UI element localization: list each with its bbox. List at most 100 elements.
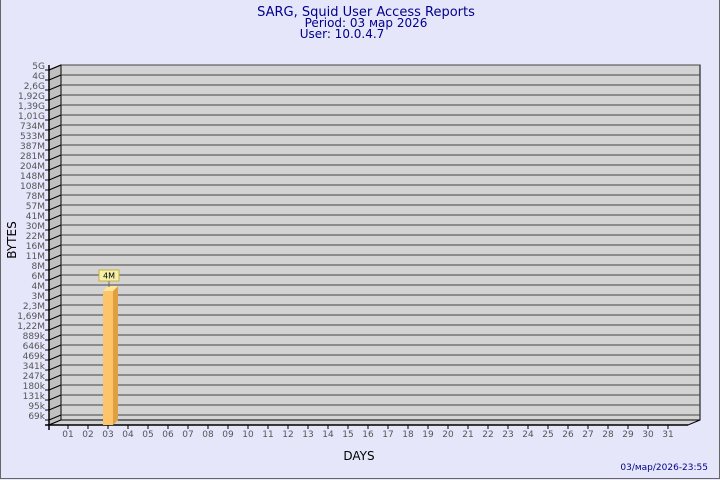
x-tick-label: 01 <box>62 430 73 440</box>
grid-diagonal <box>48 384 62 391</box>
grid-diagonal <box>48 354 62 361</box>
grid-diagonal <box>48 94 62 101</box>
grid-diagonal <box>48 194 62 201</box>
grid-diagonal <box>48 204 62 211</box>
x-tick-label: 23 <box>502 430 513 440</box>
x-tick-label: 06 <box>162 430 174 440</box>
grid-diagonal <box>48 84 62 91</box>
y-tick-label: 1,22M <box>17 322 45 332</box>
y-tick-label: 889k <box>23 332 46 342</box>
x-tick-label: 20 <box>442 430 454 440</box>
grid-diagonal <box>48 124 62 131</box>
grid-diagonal <box>48 164 62 171</box>
y-tick-label: 2,6G <box>24 82 45 92</box>
grid-diagonal <box>48 414 62 421</box>
y-tick-label: 16M <box>26 242 45 252</box>
y-tick-label: 95k <box>28 402 45 412</box>
grid-diagonal <box>48 404 62 411</box>
grid-diagonal <box>48 184 62 191</box>
grid-diagonal <box>48 214 62 221</box>
plot-back-wall <box>60 64 701 421</box>
y-tick-label: 5G <box>32 62 45 72</box>
y-tick-label: 30M <box>26 222 45 232</box>
data-label: 4M <box>103 272 115 281</box>
grid-diagonal <box>48 224 62 231</box>
x-tick-label: 12 <box>282 430 293 440</box>
chart-title: SARG, Squid User Access Reports <box>257 5 475 20</box>
grid-diagonal <box>48 394 62 401</box>
y-tick-label: 1,92G <box>18 92 45 102</box>
y-tick-label: 646k <box>23 342 46 352</box>
bar <box>103 291 113 425</box>
grid-diagonal <box>48 174 62 181</box>
x-tick-label: 14 <box>322 430 334 440</box>
x-tick-label: 09 <box>222 430 234 440</box>
x-tick-label: 02 <box>82 430 93 440</box>
y-tick-label: 2,3M <box>23 302 45 312</box>
y-tick-label: 1,01G <box>18 112 45 122</box>
grid-diagonal <box>48 74 62 81</box>
x-tick-label: 15 <box>342 430 353 440</box>
x-tick-label: 08 <box>202 430 214 440</box>
y-tick-label: 341k <box>23 362 46 372</box>
grid-diagonal <box>48 154 62 161</box>
grid-diagonal <box>48 314 62 321</box>
y-tick-label: 57M <box>26 202 45 212</box>
y-tick-label: 734M <box>20 122 45 132</box>
x-tick-label: 05 <box>142 430 153 440</box>
grid-diagonal <box>48 374 62 381</box>
y-tick-label: 4M <box>32 282 46 292</box>
y-tick-label: 1,69M <box>17 312 45 322</box>
grid-diagonal <box>48 274 62 281</box>
chart-subtitle-period: Period: 03 мар 2026 <box>305 16 428 30</box>
x-axis-label: DAYS <box>343 449 374 463</box>
footer-timestamp: 03/мар/2026-23:55 <box>620 463 708 473</box>
y-tick-label: 8M <box>32 262 46 272</box>
x-tick-label: 10 <box>242 430 254 440</box>
y-tick-label: 469k <box>23 352 46 362</box>
x-tick-label: 03 <box>102 430 113 440</box>
grid-diagonal <box>48 254 62 261</box>
x-tick-label: 21 <box>462 430 473 440</box>
x-tick-label: 24 <box>522 430 534 440</box>
x-tick-label: 13 <box>302 430 313 440</box>
y-tick-label: 41M <box>26 212 45 222</box>
x-tick-label: 16 <box>362 430 374 440</box>
y-tick-label: 148M <box>20 172 45 182</box>
y-tick-label: 3M <box>32 292 46 302</box>
grid-diagonal <box>48 234 62 241</box>
grid-diagonal <box>48 104 62 111</box>
x-tick-label: 17 <box>382 430 393 440</box>
x-tick-label: 04 <box>122 430 134 440</box>
y-tick-label: 4G <box>32 72 45 82</box>
y-tick-label: 78M <box>26 192 45 202</box>
x-tick-label: 27 <box>582 430 593 440</box>
x-tick-label: 22 <box>482 430 493 440</box>
chart-subtitle-user: User: 10.0.4.7 <box>300 27 385 41</box>
x-tick-label: 11 <box>262 430 273 440</box>
y-tick-label: 11M <box>26 252 45 262</box>
grid-diagonal <box>48 304 62 311</box>
grid-diagonal <box>48 244 62 251</box>
y-tick-label: 247k <box>23 372 46 382</box>
x-tick-label: 19 <box>422 430 434 440</box>
grid-diagonal <box>48 134 62 141</box>
bar-top <box>103 286 118 291</box>
grid-diagonal <box>48 364 62 371</box>
y-tick-label: 108M <box>20 182 45 192</box>
x-tick-label: 30 <box>642 430 654 440</box>
y-tick-label: 387M <box>20 142 45 152</box>
x-tick-label: 29 <box>622 430 634 440</box>
grid-diagonal <box>48 144 62 151</box>
x-tick-label: 07 <box>182 430 193 440</box>
grid-diagonal <box>48 344 62 351</box>
y-tick-label: 533M <box>20 132 45 142</box>
grid-diagonal <box>48 284 62 291</box>
grid-diagonal <box>48 334 62 341</box>
data-label-box <box>98 269 120 282</box>
y-axis-label: BYTES <box>5 221 19 258</box>
y-tick-label: 69k <box>28 412 45 422</box>
grid-diagonal <box>48 64 62 71</box>
y-tick-label: 180k <box>23 382 46 392</box>
